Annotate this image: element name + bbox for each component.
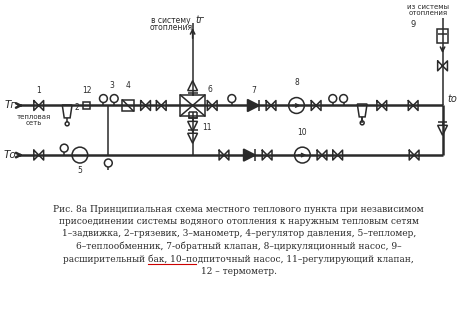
Text: расширительный бак, 10–подпиточный насос, 11–регулирующий клапан,: расширительный бак, 10–подпиточный насос… — [64, 254, 414, 264]
Text: 9: 9 — [410, 20, 416, 29]
Bar — [180, 94, 205, 116]
Text: 5: 5 — [77, 166, 82, 175]
Text: в систему: в систему — [151, 16, 191, 25]
Text: 2: 2 — [74, 103, 79, 113]
Bar — [122, 100, 134, 112]
Text: 1: 1 — [36, 86, 41, 94]
Text: 6: 6 — [208, 85, 213, 93]
Polygon shape — [247, 100, 259, 112]
Text: Рис. 8а Принципиальная схема местного теплового пункта при независимом: Рис. 8а Принципиальная схема местного те… — [54, 205, 424, 214]
Text: сеть: сеть — [26, 120, 42, 126]
Text: tо: tо — [447, 93, 457, 104]
Bar — [83, 102, 90, 109]
Text: 10: 10 — [298, 128, 307, 137]
Text: 11: 11 — [202, 123, 212, 132]
Text: 4: 4 — [126, 81, 130, 90]
Text: То: То — [3, 150, 16, 160]
Text: 1–задвижка, 2–грязевик, 3–манометр, 4–регулятор давления, 5–тепломер,: 1–задвижка, 2–грязевик, 3–манометр, 4–ре… — [62, 230, 416, 238]
Text: tг: tг — [196, 15, 205, 25]
Text: 12 – термометр.: 12 – термометр. — [201, 267, 277, 276]
Polygon shape — [244, 149, 255, 161]
Text: присоединении системы водяного отопления к наружным тепловым сетям: присоединении системы водяного отопления… — [59, 217, 419, 226]
Text: 7: 7 — [251, 86, 256, 94]
Text: отопления: отопления — [149, 23, 192, 32]
Text: 12: 12 — [82, 86, 91, 94]
Text: отопления: отопления — [408, 10, 447, 16]
Bar — [437, 29, 448, 43]
Text: Тг: Тг — [4, 100, 16, 111]
Text: из системы: из системы — [407, 4, 449, 10]
Text: 3: 3 — [110, 81, 115, 90]
Text: 8: 8 — [294, 78, 299, 87]
Text: 6–теплообменник, 7-обратный клапан, 8–циркуляционный насос, 9–: 6–теплообменник, 7-обратный клапан, 8–ци… — [76, 242, 401, 251]
Text: тепловая: тепловая — [17, 114, 51, 120]
